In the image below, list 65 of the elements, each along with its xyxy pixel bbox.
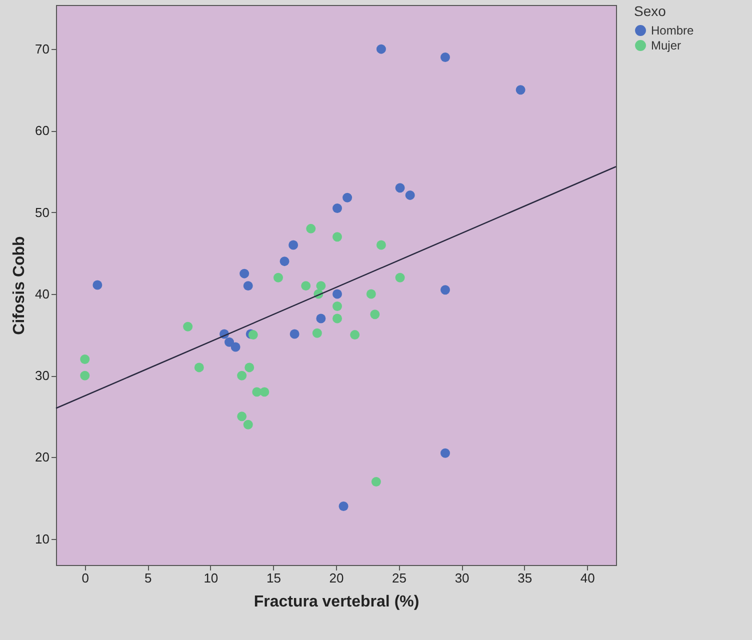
point bbox=[370, 310, 380, 320]
point bbox=[92, 280, 102, 290]
point bbox=[301, 281, 311, 291]
point bbox=[332, 232, 342, 242]
point bbox=[516, 85, 526, 95]
point bbox=[260, 387, 270, 397]
point bbox=[224, 337, 234, 347]
point bbox=[280, 256, 290, 266]
point bbox=[332, 289, 342, 299]
point bbox=[312, 328, 322, 338]
point bbox=[290, 329, 300, 339]
point bbox=[80, 354, 90, 364]
point bbox=[332, 204, 342, 213]
y-tick-label: 50 bbox=[35, 204, 50, 220]
x-tick-label: 40 bbox=[580, 570, 595, 586]
point bbox=[405, 190, 415, 200]
legend-title: Sexo bbox=[634, 3, 666, 19]
x-tick-label: 15 bbox=[266, 570, 281, 586]
point bbox=[350, 330, 360, 340]
y-tick-label: 10 bbox=[35, 531, 50, 546]
point bbox=[366, 289, 376, 299]
x-axis-title: Fractura vertebral (%) bbox=[254, 594, 420, 610]
point bbox=[376, 240, 386, 250]
point bbox=[440, 52, 450, 62]
point bbox=[243, 281, 253, 291]
point bbox=[395, 272, 405, 282]
point bbox=[183, 322, 193, 332]
x-tick-label: 30 bbox=[454, 570, 470, 586]
x-tick-label: 5 bbox=[144, 570, 152, 586]
point bbox=[240, 268, 250, 278]
point bbox=[237, 412, 247, 422]
point bbox=[316, 314, 326, 324]
point bbox=[306, 224, 316, 234]
point bbox=[274, 272, 283, 282]
y-tick-label: 60 bbox=[35, 123, 50, 138]
point bbox=[244, 362, 254, 372]
y-tick-label: 70 bbox=[35, 42, 50, 57]
point bbox=[248, 330, 258, 340]
point bbox=[395, 183, 405, 193]
point bbox=[243, 420, 253, 430]
point bbox=[332, 301, 342, 311]
x-tick-label: 20 bbox=[329, 570, 344, 586]
point bbox=[440, 448, 450, 458]
point bbox=[230, 342, 240, 352]
point bbox=[194, 362, 204, 372]
y-tick-label: 40 bbox=[35, 286, 50, 302]
y-tick-label: 20 bbox=[35, 450, 50, 465]
y-tick-label: 30 bbox=[35, 368, 50, 384]
point bbox=[288, 240, 298, 250]
point bbox=[332, 314, 342, 324]
y-axis-title: Cifosis Cobb bbox=[11, 236, 28, 335]
point bbox=[80, 370, 90, 380]
legend-label: Hombre bbox=[651, 24, 694, 38]
point bbox=[316, 281, 326, 291]
point bbox=[237, 370, 247, 380]
point bbox=[440, 285, 450, 295]
point bbox=[376, 44, 386, 54]
point bbox=[371, 477, 381, 486]
x-tick-label: 0 bbox=[82, 570, 89, 586]
point bbox=[338, 501, 348, 511]
legend-label: Mujer bbox=[651, 38, 682, 52]
x-tick-label: 35 bbox=[518, 570, 532, 586]
x-tick-label: 25 bbox=[392, 570, 407, 586]
x-tick-label: 10 bbox=[204, 570, 218, 586]
point bbox=[342, 192, 352, 202]
